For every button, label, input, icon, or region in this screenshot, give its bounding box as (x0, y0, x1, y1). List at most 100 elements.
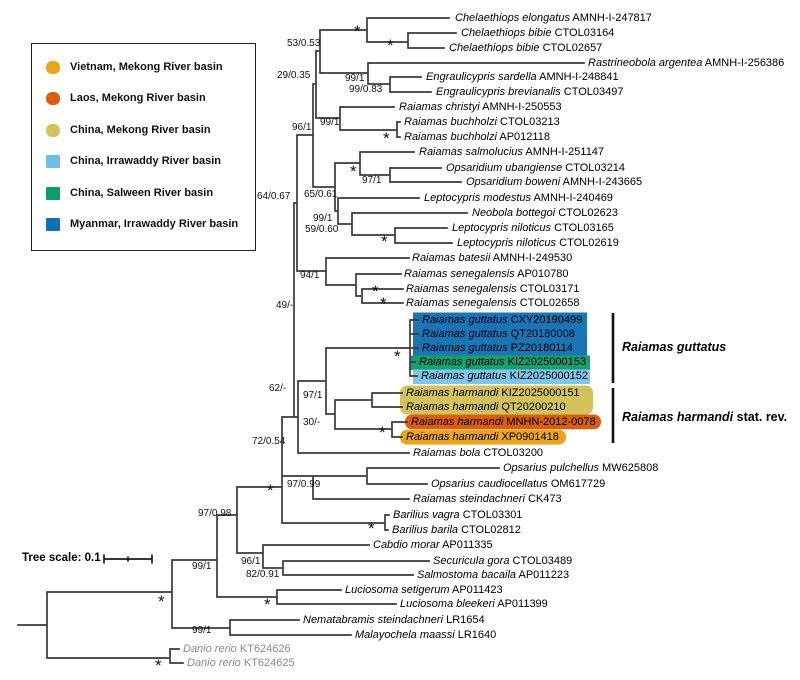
taxon-label: Chelaethiops bibie CTOL02657 (449, 42, 603, 54)
clade-highlight (400, 385, 593, 415)
support-asterisk: * (267, 481, 274, 500)
taxon-label: Raiamas senegalensis AP010780 (404, 268, 569, 280)
support-value: 30/- (303, 417, 321, 428)
tree-scale-bar (103, 554, 153, 564)
taxon-label: Opsarius pulchellus MW625808 (503, 462, 659, 474)
taxon-label: Barilius vagra CTOL03301 (393, 509, 523, 521)
support-asterisk: * (158, 592, 165, 611)
taxon-label: Cabdio morar AP011335 (373, 539, 493, 551)
taxon-label: Danio rerio KT624626 (183, 643, 291, 655)
tree-branches (17, 17, 585, 664)
support-value: 97/1 (303, 390, 323, 401)
support-value: 64/0.67 (257, 191, 291, 202)
taxon-label: Barilius barila CTOL02812 (392, 524, 521, 536)
support-asterisk: * (383, 129, 390, 148)
support-value: 99/1 (192, 561, 212, 572)
taxon-label: Raiamas guttatus PZ20180114 (422, 342, 573, 354)
support-asterisk: * (372, 282, 379, 301)
support-value: 49/- (276, 300, 294, 311)
taxon-label: Chelaethiops bibie CTOL03164 (461, 27, 615, 39)
legend-color-swatch (46, 123, 60, 137)
legend-color-swatch (46, 61, 60, 74)
support-asterisk: * (264, 595, 271, 614)
taxon-label: Chelaethiops elongatus AMNH-I-247817 (455, 12, 652, 24)
support-asterisk: * (155, 656, 162, 675)
support-value: 96/1 (292, 122, 312, 133)
legend-item-label: Myanmar, Irrawaddy River basin (70, 218, 239, 230)
taxon-label: Raiamas steindachneri CK473 (413, 493, 562, 505)
taxon-label: Raiamas senegalensis CTOL03171 (406, 283, 580, 295)
clade-highlight (413, 312, 587, 356)
legend-item-label: Vietnam, Mekong River basin (70, 61, 223, 73)
legend-color-swatch (46, 92, 60, 106)
support-value: 29/0.35 (277, 70, 311, 81)
support-value: 99/1 (320, 117, 340, 128)
taxon-label: Leptocypris niloticus CTOL02619 (457, 237, 619, 249)
support-value: 99/1 (313, 213, 333, 224)
legend-color-swatch (46, 186, 60, 200)
taxon-label: Raiamas harmandi KIZ2025000151 (406, 387, 580, 399)
support-asterisk: * (354, 22, 361, 41)
support-value: 99/1 (192, 625, 212, 636)
support-value: 65/0.61 (304, 189, 338, 200)
legend-item-label: China, Mekong River basin (70, 123, 211, 136)
taxon-label: Raiamas salmolucius AMNH-I-251147 (419, 146, 605, 158)
taxon-label: Leptocypris niloticus CTOL03165 (452, 222, 614, 234)
clade-highlight (405, 414, 601, 430)
tree-scale-label: Tree scale: 0.1 (22, 552, 101, 564)
taxon-label: Raiamas guttatus KIZ2025000153 (419, 356, 586, 368)
taxon-label: Nematabramis steindachneri LR1654 (303, 614, 485, 626)
taxon-label: Luciosoma bleekeri AP011399 (400, 598, 548, 610)
taxon-label: Raiamas christyi AMNH-I-250553 (399, 101, 562, 113)
clade-highlight (410, 355, 590, 370)
support-value: 97/0.99 (287, 479, 321, 490)
support-asterisk: * (394, 347, 401, 366)
taxon-label: Raiamas buchholzi CTOL03213 (404, 116, 560, 128)
taxon-label: Neobola bottegoi CTOL02623 (472, 207, 618, 219)
taxon-label: Raiamas batesii AMNH-I-249530 (412, 252, 573, 264)
taxon-label: Engraulicypris brevianalis CTOL03497 (436, 86, 624, 98)
taxon-label: Raiamas guttatus QT20180008 (422, 328, 575, 340)
taxon-label: Danio rerio KT624625 (187, 657, 295, 669)
support-asterisk: * (381, 232, 388, 251)
legend-item-label: Laos, Mekong River basin (70, 92, 206, 105)
taxon-label: Salmostoma bacaila AP011223 (417, 569, 570, 581)
taxon-label: Raiamas harmandi MNHN-2012-0078 (411, 416, 596, 428)
legend-item-label: China, Salween River basin (70, 186, 214, 199)
taxon-label: Engraulicypris sardella AMNH-I-248841 (426, 71, 619, 83)
support-asterisk: * (368, 519, 375, 538)
support-asterisk: * (350, 162, 357, 181)
support-value: 97/0.98 (198, 508, 232, 519)
support-value: 82/0.91 (246, 569, 280, 580)
support-asterisk: * (380, 294, 387, 313)
support-value: 62/- (269, 383, 287, 394)
taxon-label: Leptocypris modestus AMNH-I-240469 (424, 192, 613, 204)
clade-highlight-layer (400, 312, 601, 445)
taxon-label: Securicula gora CTOL03489 (433, 555, 573, 567)
taxon-label: Luciosoma setigerum AP011423 (345, 584, 503, 596)
taxon-label: Raiamas bola CTOL03200 (413, 447, 544, 459)
support-value: 94/1 (300, 270, 320, 281)
taxon-label: Rastrineobola argentea AMNH-I-256386 (588, 57, 785, 69)
taxon-label: Raiamas guttatus CXY20190499 (422, 314, 583, 326)
support-asterisk: * (379, 423, 386, 442)
taxon-label: Raiamas guttatus KIZ2025000152 (421, 370, 588, 382)
support-value: 59/0.60 (305, 224, 339, 235)
taxon-label: Opsarius caudiocellatus OM617729 (431, 478, 606, 490)
support-value: 72/0.54 (252, 436, 286, 447)
taxon-label: Raiamas harmandi QT20200210 (406, 401, 566, 413)
taxon-label: Opsaridium boweni AMNH-I-243665 (466, 176, 643, 188)
clade-highlight (413, 369, 590, 384)
clade-highlight (400, 429, 566, 445)
taxon-label: Raiamas senegalensis CTOL02658 (406, 297, 580, 309)
support-value: 97/1 (362, 175, 382, 186)
support-asterisk: * (387, 36, 394, 55)
legend-color-swatch (46, 155, 60, 169)
clade-name-label: Raiamas harmandi stat. rev. (622, 410, 788, 424)
support-value: 99/1 (345, 73, 365, 84)
taxon-label: Raiamas buchholzi AP012118 (404, 131, 550, 143)
support-value: 99/0.83 (349, 84, 383, 95)
support-value: 96/1 (241, 556, 261, 567)
clade-name-label: Raiamas guttatus (622, 340, 727, 354)
